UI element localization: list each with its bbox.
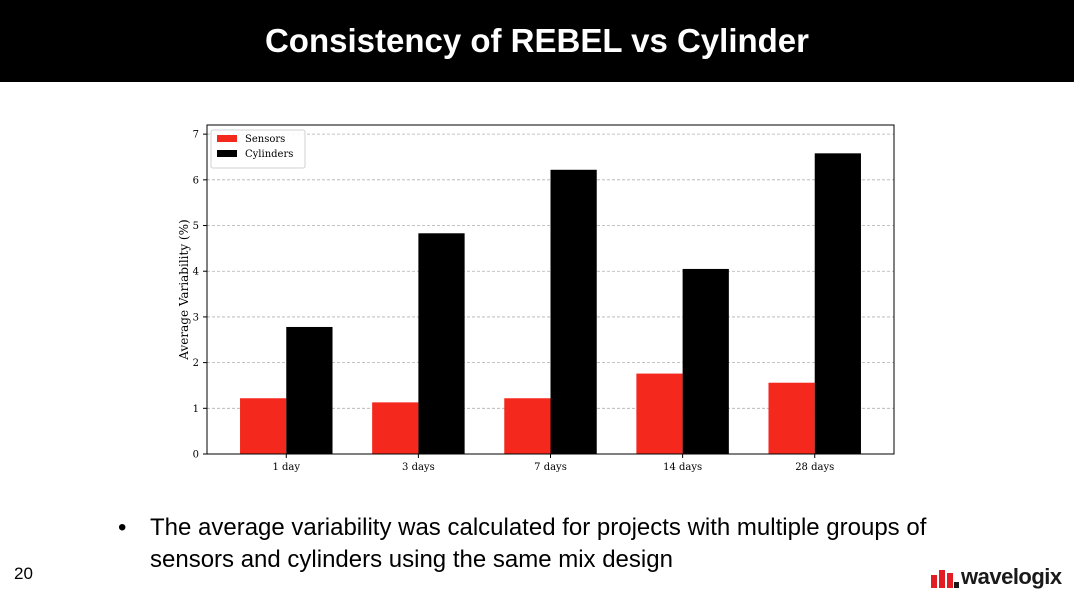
slide-number: 20 bbox=[14, 564, 33, 583]
slide-title: Consistency of REBEL vs Cylinder bbox=[264, 22, 810, 59]
x-tick-label: 1 day bbox=[272, 462, 300, 473]
x-tick-label: 7 days bbox=[534, 462, 567, 473]
bar-sensors-28-days bbox=[768, 382, 815, 454]
x-tick-label: 28 days bbox=[795, 462, 834, 473]
title-bar: Consistency of REBEL vs Cylinder bbox=[0, 0, 1074, 82]
y-tick-label: 4 bbox=[193, 267, 199, 278]
bar-sensors-7-days bbox=[504, 398, 551, 454]
legend-label-cylinders: Cylinders bbox=[245, 149, 293, 160]
bar-sensors-14-days bbox=[636, 373, 683, 454]
legend-swatch-cylinders bbox=[217, 150, 237, 157]
x-tick-label: 3 days bbox=[402, 462, 435, 473]
y-tick-label: 1 bbox=[193, 404, 199, 415]
y-tick-label: 5 bbox=[193, 221, 199, 232]
y-tick-label: 7 bbox=[193, 130, 199, 141]
bar-cylinders-28-days bbox=[814, 153, 861, 454]
bar-cylinders-1-day bbox=[286, 326, 333, 454]
bar-cylinders-14-days bbox=[682, 268, 729, 454]
bars bbox=[240, 153, 861, 454]
bullet-text: The average variability was calculated f… bbox=[150, 514, 927, 573]
y-tick-label: 6 bbox=[193, 175, 199, 186]
bullet-point: • The average variability was calculated… bbox=[118, 512, 938, 576]
logo-bars-icon bbox=[931, 570, 959, 588]
x-tick-label: 14 days bbox=[663, 462, 702, 473]
wavelogix-logo: wavelogix bbox=[930, 562, 1062, 592]
ticks: 0 1 2 3 4 5 6 7 1 day 3 days 7 days 14 days 28 days bbox=[193, 130, 835, 473]
legend-swatch-sensors bbox=[217, 135, 237, 142]
bar-cylinders-3-days bbox=[418, 233, 465, 454]
legend: Sensors Cylinders bbox=[210, 129, 306, 169]
y-tick-label: 0 bbox=[193, 450, 199, 461]
bar-sensors-3-days bbox=[372, 402, 419, 454]
y-axis-label: Average Variability (%) bbox=[177, 219, 191, 360]
legend-label-sensors: Sensors bbox=[245, 134, 285, 145]
bullet-dot: • bbox=[118, 514, 127, 541]
bar-cylinders-7-days bbox=[550, 169, 597, 454]
y-tick-label: 2 bbox=[193, 358, 199, 369]
y-tick-label: 3 bbox=[193, 312, 199, 323]
logo-text: wavelogix bbox=[961, 564, 1062, 589]
bar-sensors-1-day bbox=[240, 398, 287, 454]
